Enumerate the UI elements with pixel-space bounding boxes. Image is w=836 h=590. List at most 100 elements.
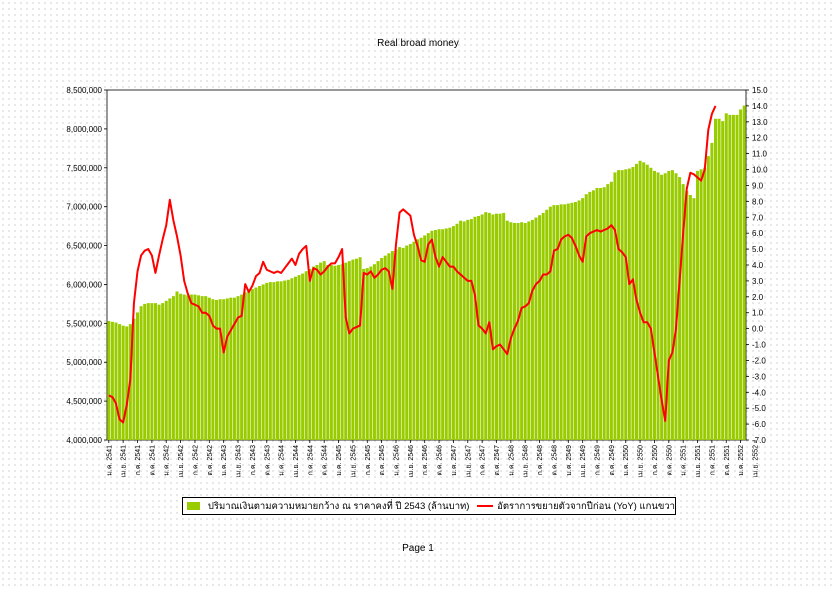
right-tick-label: -7.0 [752, 436, 766, 445]
bar [505, 220, 509, 440]
bar [459, 220, 463, 440]
bar [197, 295, 201, 440]
bar [401, 247, 405, 440]
bar [236, 296, 240, 440]
right-tick-label: 2.0 [752, 293, 764, 302]
bar [186, 295, 190, 440]
page-number: Page 1 [402, 543, 434, 554]
x-tick-label: ต.ค. 2545 [379, 445, 386, 476]
legend-bar-swatch [187, 502, 200, 510]
bar [728, 114, 732, 440]
left-tick-label: 8,500,000 [66, 86, 102, 95]
x-tick-label: ม.ค. 2549 [566, 445, 573, 476]
bar [502, 212, 506, 440]
x-tick-label: ม.ค. 2546 [393, 445, 400, 476]
bar [721, 121, 725, 441]
bar [706, 156, 710, 441]
bar [699, 169, 703, 440]
bar [606, 184, 610, 440]
bar [301, 273, 305, 440]
bar [211, 299, 215, 440]
bar [272, 282, 276, 440]
bar [685, 191, 689, 440]
x-tick-label: เม.ย. 2544 [293, 445, 300, 478]
x-tick-label: ม.ค. 2545 [336, 445, 343, 476]
left-tick-label: 7,000,000 [66, 203, 102, 212]
right-tick-label: 0.0 [752, 325, 764, 334]
bar [660, 174, 664, 440]
bar [520, 222, 524, 440]
right-tick-label: 14.0 [752, 102, 768, 111]
x-tick-label: เม.ย. 2551 [695, 445, 702, 478]
bar [365, 268, 369, 440]
left-axis: 4,000,000 4,500,000 5,000,000 5,500,000 6,00… [66, 86, 107, 445]
bar [620, 170, 624, 441]
bar [394, 249, 398, 440]
bar [430, 230, 434, 440]
bar [143, 303, 147, 440]
right-tick-label: 4.0 [752, 261, 764, 270]
bar [290, 278, 294, 440]
bar [171, 296, 175, 440]
x-tick-label: ม.ค. 2541 [106, 445, 113, 476]
bar [484, 212, 488, 440]
bar [591, 190, 595, 440]
bar [423, 235, 427, 440]
x-tick-label: ก.ค. 2550 [652, 445, 659, 475]
bar [369, 266, 373, 440]
bar [405, 245, 409, 440]
bar [276, 281, 280, 440]
right-tick-label: 9.0 [752, 181, 764, 190]
bar [150, 303, 154, 440]
bar [642, 162, 646, 440]
bar [724, 113, 728, 440]
bar [243, 292, 247, 440]
x-tick-label: ต.ค. 2544 [322, 445, 329, 476]
bar [157, 304, 161, 440]
left-tick-label: 5,500,000 [66, 319, 102, 328]
bar [326, 265, 330, 440]
bar [624, 169, 628, 440]
x-tick-label: ม.ค. 2548 [508, 445, 515, 476]
bar [523, 223, 527, 440]
x-tick-label: ต.ค. 2549 [609, 445, 616, 476]
bar [534, 217, 538, 440]
x-tick-label: ม.ค. 2547 [451, 445, 458, 476]
x-tick-label: ม.ค. 2551 [681, 445, 688, 476]
bar [419, 237, 423, 440]
right-tick-label: 10.0 [752, 166, 768, 175]
bar [469, 219, 473, 440]
right-tick-label: 15.0 [752, 86, 768, 95]
bar [383, 255, 387, 440]
left-tick-label: 7,500,000 [66, 164, 102, 173]
right-tick-label: 6.0 [752, 229, 764, 238]
bar [477, 216, 481, 440]
bar [495, 213, 499, 440]
bar [595, 188, 599, 440]
x-tick-label: ม.ค. 2542 [164, 445, 171, 476]
bar [125, 326, 129, 440]
bar [584, 194, 588, 440]
bar [139, 306, 143, 440]
bar [462, 221, 466, 440]
right-tick-label: 8.0 [752, 197, 764, 206]
yoy-line [108, 105, 717, 424]
left-tick-label: 4,500,000 [66, 397, 102, 406]
bar [315, 265, 319, 440]
bar [279, 281, 283, 440]
x-tick-label: ต.ค. 2541 [149, 445, 156, 476]
bar-series [107, 105, 746, 441]
bar [412, 241, 416, 440]
bar [573, 202, 577, 440]
right-tick-label: 12.0 [752, 134, 768, 143]
bar [731, 114, 735, 440]
x-tick-label: ต.ค. 2548 [551, 445, 558, 476]
bar [286, 279, 290, 440]
bar [602, 187, 606, 440]
x-tick-label: เม.ย. 2545 [350, 445, 357, 478]
bar [545, 209, 549, 440]
x-tick-label: ม.ค. 2544 [279, 445, 286, 476]
bar [627, 168, 631, 440]
bar [179, 293, 183, 440]
